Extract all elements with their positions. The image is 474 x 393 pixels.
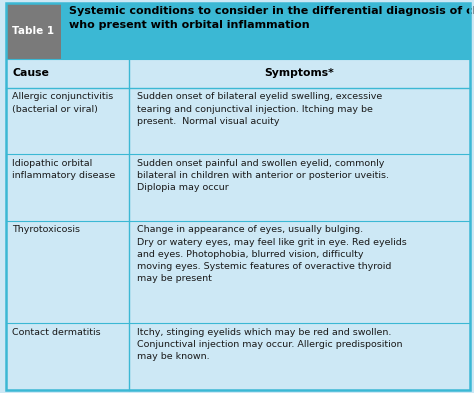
Bar xyxy=(6,59,470,88)
Text: Idiopathic orbital
inflammatory disease: Idiopathic orbital inflammatory disease xyxy=(12,159,116,180)
Bar xyxy=(6,3,61,59)
Bar xyxy=(6,154,470,221)
Text: Systemic conditions to consider in the differential diagnosis of children
who pr: Systemic conditions to consider in the d… xyxy=(69,6,474,30)
Bar xyxy=(61,3,470,59)
Text: Thyrotoxicosis: Thyrotoxicosis xyxy=(12,226,80,234)
Text: Itchy, stinging eyelids which may be red and swollen.
Conjunctival injection may: Itchy, stinging eyelids which may be red… xyxy=(137,328,403,362)
Text: Allergic conjunctivitis
(bacterial or viral): Allergic conjunctivitis (bacterial or vi… xyxy=(12,92,114,114)
Text: Cause: Cause xyxy=(12,68,49,78)
Text: Sudden onset of bilateral eyelid swelling, excessive
tearing and conjunctival in: Sudden onset of bilateral eyelid swellin… xyxy=(137,92,383,126)
Text: Change in appearance of eyes, usually bulging.
Dry or watery eyes, may feel like: Change in appearance of eyes, usually bu… xyxy=(137,226,407,283)
Bar xyxy=(6,88,470,154)
Bar xyxy=(6,323,470,390)
Bar xyxy=(6,221,470,323)
Text: Table 1: Table 1 xyxy=(12,26,54,36)
Text: Sudden onset painful and swollen eyelid, commonly
bilateral in children with ant: Sudden onset painful and swollen eyelid,… xyxy=(137,159,389,192)
Text: Symptoms*: Symptoms* xyxy=(264,68,334,78)
Text: Contact dermatitis: Contact dermatitis xyxy=(12,328,101,337)
